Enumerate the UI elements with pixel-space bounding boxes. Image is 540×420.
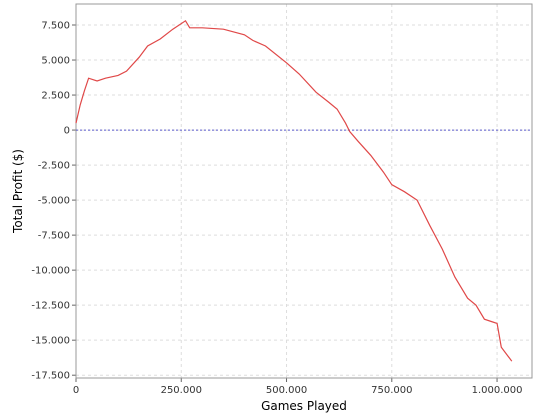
x-tick-label: 1.000.000 bbox=[472, 385, 523, 396]
x-axis-label: Games Played bbox=[261, 399, 347, 413]
y-tick-label: -7.500 bbox=[38, 231, 70, 242]
y-tick-label: 5.000 bbox=[41, 56, 70, 67]
y-tick-label: 2.500 bbox=[41, 91, 70, 102]
y-tick-label: -15.000 bbox=[31, 336, 70, 347]
x-tick-label: 750.000 bbox=[371, 385, 412, 396]
x-tick-label: 250.000 bbox=[161, 385, 202, 396]
y-tick-label: -2.500 bbox=[38, 161, 70, 172]
y-tick-label: -5.000 bbox=[38, 196, 70, 207]
y-tick-label: 0 bbox=[64, 126, 70, 137]
y-tick-label: -12.500 bbox=[31, 301, 70, 312]
x-tick-label: 500.000 bbox=[266, 385, 307, 396]
profit-line bbox=[75, 19, 513, 362]
x-tick-label: 0 bbox=[73, 385, 79, 396]
plot-frame bbox=[75, 3, 533, 379]
y-tick-label: -10.000 bbox=[31, 266, 70, 277]
y-axis-label: Total Profit ($) bbox=[11, 149, 25, 234]
y-tick-label: -17.500 bbox=[31, 371, 70, 382]
y-tick-label: 7.500 bbox=[41, 21, 70, 32]
